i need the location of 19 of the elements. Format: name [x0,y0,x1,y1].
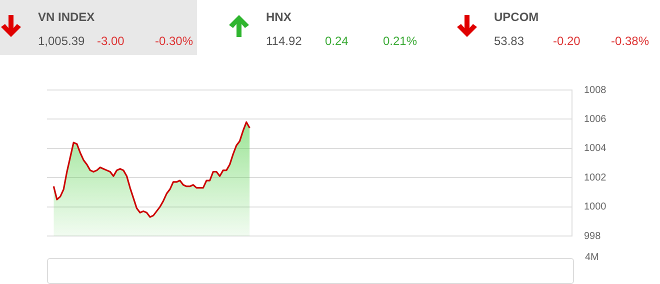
y-tick-label: 998 [584,230,602,242]
text: 53.83 [494,34,524,48]
text: 4M [585,252,599,263]
y-tick-label: 1006 [584,114,607,125]
text: 114.92 [266,34,302,48]
y-tick-label: 1000 [584,202,607,213]
text: UPCOM [494,10,539,24]
text: -3.00 [97,34,124,48]
text: 1,005.39 [38,34,85,48]
text: -0.20 [553,34,580,48]
text: -0.38% [611,34,650,48]
text: 0.24 [325,34,348,48]
text: VN INDEX [38,10,95,24]
text: -0.30% [155,34,194,48]
text: HNX [266,10,292,24]
text: 0.21% [383,34,418,48]
y-tick-label: 1004 [584,143,607,154]
y-tick-label: 1008 [584,84,607,96]
y-tick-label: 1002 [584,172,607,184]
